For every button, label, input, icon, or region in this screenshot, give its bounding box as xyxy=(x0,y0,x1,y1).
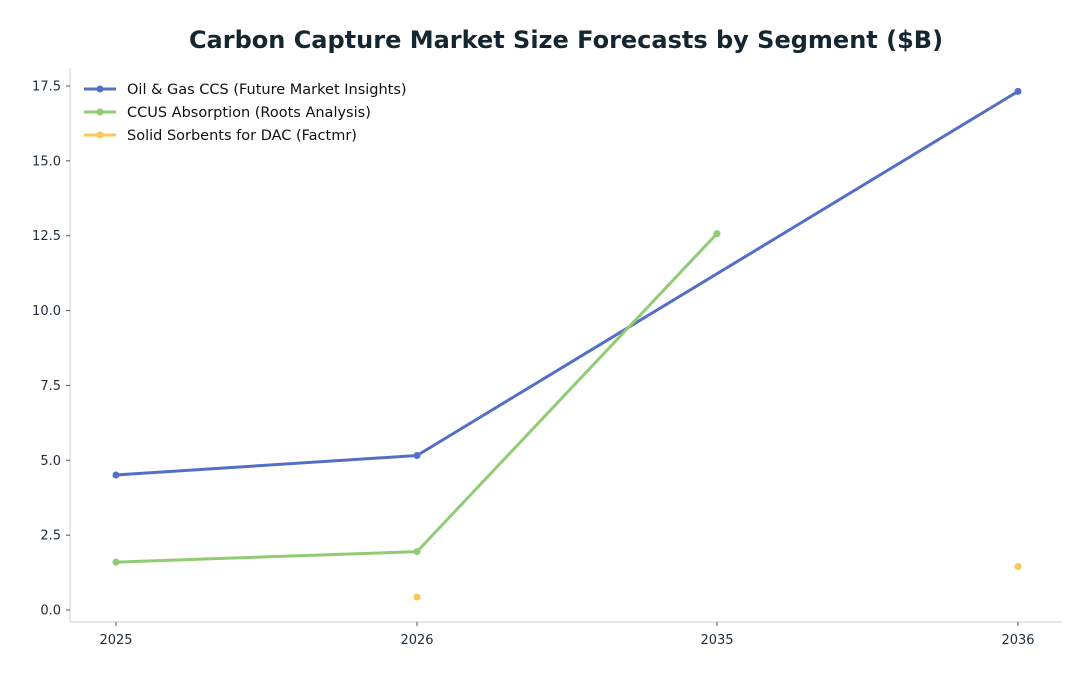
data-point xyxy=(413,548,421,556)
y-tick-label: 10.0 xyxy=(32,304,61,319)
y-tick-label: 12.5 xyxy=(32,229,61,244)
legend-swatch-marker xyxy=(96,85,104,93)
data-point xyxy=(112,558,120,566)
y-tick-label: 17.5 xyxy=(32,79,61,94)
y-axis-ticks: 0.0 2.5 5.0 7.5 10.0 12.5 15.0 17.5 xyxy=(32,79,70,619)
y-tick-label: 7.5 xyxy=(40,379,61,394)
data-point xyxy=(112,471,120,479)
data-point xyxy=(413,452,421,460)
legend-label: Oil & Gas CCS (Future Market Insights) xyxy=(127,82,407,98)
chart-title: Carbon Capture Market Size Forecasts by … xyxy=(189,26,943,54)
data-point xyxy=(1014,563,1022,571)
series-line xyxy=(114,232,719,564)
legend-label: Solid Sorbents for DAC (Factmr) xyxy=(127,128,357,144)
x-tick-label: 2035 xyxy=(700,633,733,648)
legend-swatch-marker xyxy=(96,108,104,116)
y-tick-label: 2.5 xyxy=(40,529,61,544)
legend-label: CCUS Absorption (Roots Analysis) xyxy=(127,105,371,121)
axes xyxy=(69,68,1062,623)
x-axis-ticks: 2025 2026 2035 2036 xyxy=(99,622,1035,648)
series-2 xyxy=(413,563,1022,601)
y-tick-label: 5.0 xyxy=(40,454,61,469)
y-tick-label: 0.0 xyxy=(40,604,61,619)
series-1 xyxy=(112,230,721,566)
series-layer xyxy=(112,87,1022,601)
data-point xyxy=(1014,87,1022,95)
y-tick-label: 15.0 xyxy=(32,154,61,169)
series-0 xyxy=(112,87,1022,479)
series-line xyxy=(114,89,1020,477)
x-tick-label: 2025 xyxy=(99,633,132,648)
x-tick-label: 2036 xyxy=(1001,633,1034,648)
data-point xyxy=(713,230,721,238)
legend-swatch-marker xyxy=(96,131,104,139)
legend: Oil & Gas CCS (Future Market Insights) CC… xyxy=(84,82,407,144)
x-tick-label: 2026 xyxy=(400,633,433,648)
data-point xyxy=(413,593,421,601)
